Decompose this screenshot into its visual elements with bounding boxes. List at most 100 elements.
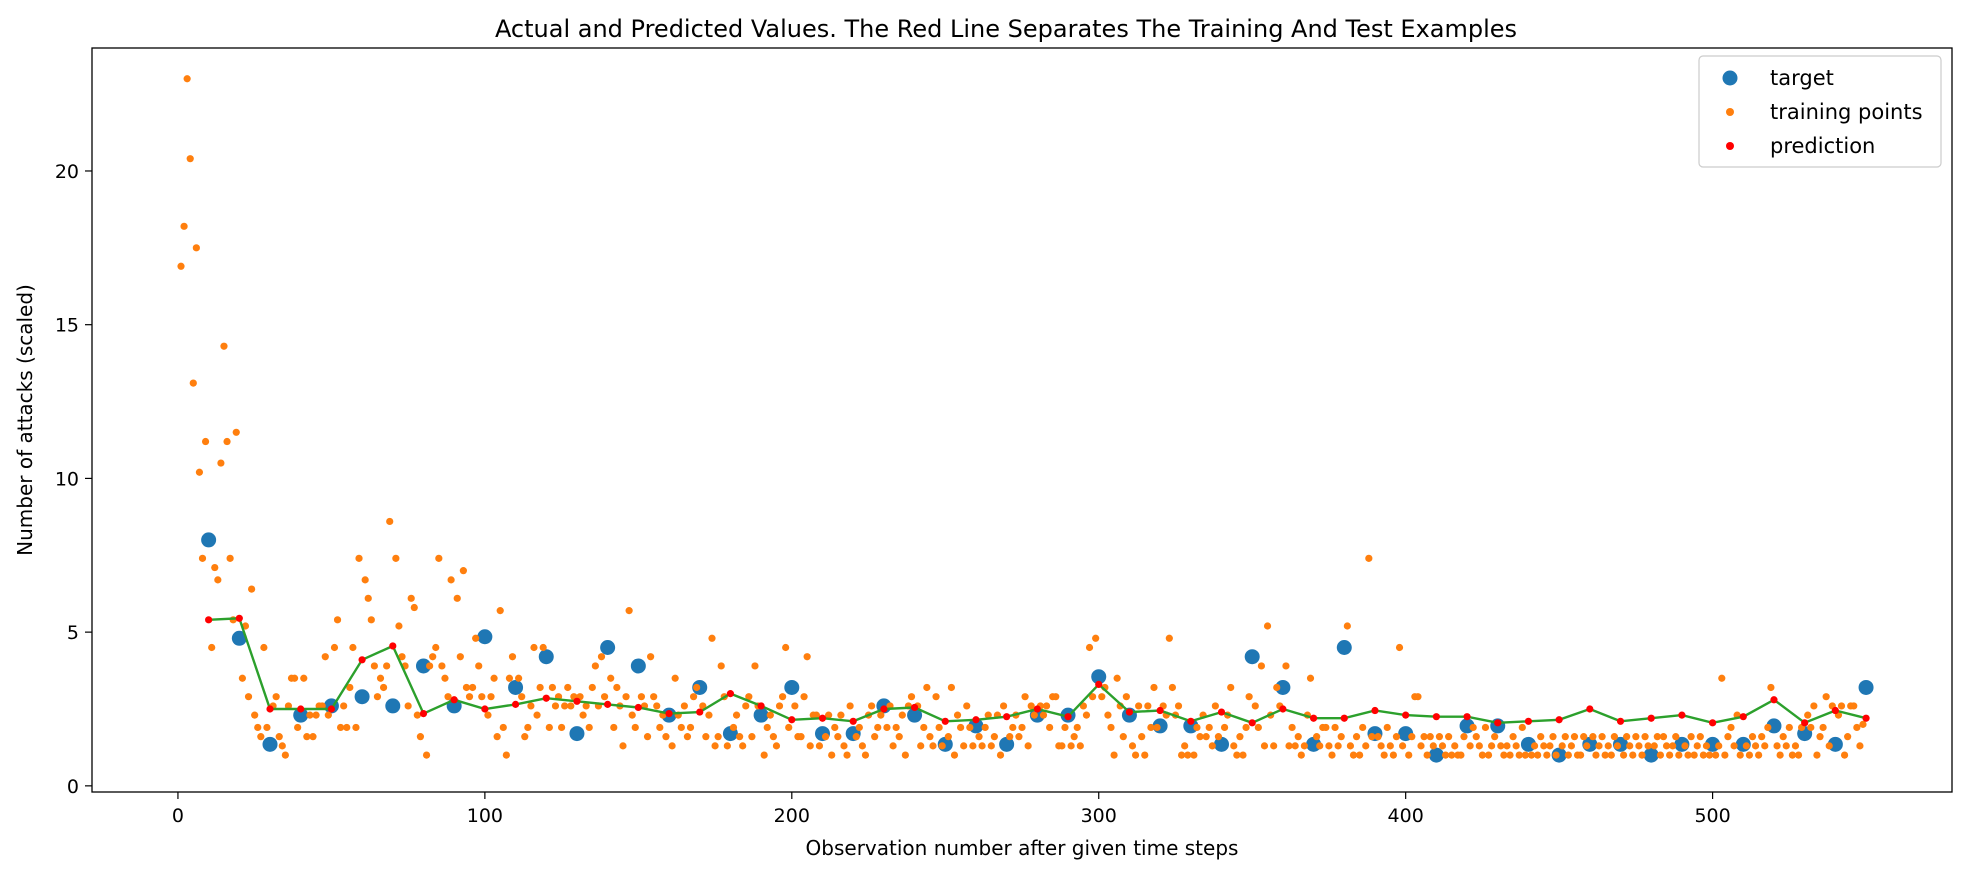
training-point: [1392, 733, 1401, 741]
training-point: [1721, 751, 1729, 759]
prediction-point: [511, 700, 520, 708]
chart-title: Actual and Predicted Values. The Red Lin…: [495, 15, 1517, 43]
training-point: [1604, 742, 1612, 750]
training-point: [585, 723, 593, 732]
training-point: [957, 723, 965, 732]
training-point: [775, 702, 784, 710]
training-point: [1030, 711, 1038, 719]
training-point: [1227, 683, 1235, 692]
training-point: [643, 733, 652, 741]
training-point: [1104, 711, 1112, 719]
training-point: [508, 653, 517, 661]
training-point: [1046, 723, 1054, 732]
target-point: [262, 736, 278, 752]
prediction-point: [1003, 713, 1011, 721]
training-point: [1141, 751, 1149, 759]
training-point: [1405, 751, 1413, 759]
training-point: [1527, 751, 1536, 759]
training-point: [653, 702, 661, 710]
target-point: [385, 698, 401, 714]
training-point: [1435, 733, 1444, 741]
training-point: [1214, 733, 1223, 741]
training-point: [871, 733, 879, 741]
training-point: [186, 155, 194, 163]
training-point: [251, 711, 259, 719]
training-point: [1558, 742, 1566, 750]
training-point: [920, 723, 928, 732]
prediction-point: [1463, 713, 1471, 721]
training-point: [1653, 733, 1661, 741]
prediction-point: [696, 708, 704, 716]
training-point: [208, 643, 216, 652]
training-point: [944, 733, 952, 741]
training-point: [429, 653, 437, 661]
prediction-point: [1586, 705, 1594, 713]
training-point: [468, 683, 477, 692]
training-point: [1138, 733, 1146, 741]
training-point: [1478, 751, 1486, 759]
training-point: [662, 733, 670, 741]
training-point: [1730, 742, 1738, 750]
training-point: [1712, 751, 1720, 759]
training-point: [1666, 751, 1674, 759]
prediction-point: [788, 716, 796, 724]
target-point: [415, 658, 431, 674]
training-point: [736, 733, 744, 741]
training-point: [373, 693, 382, 701]
training-point: [782, 643, 790, 652]
training-point: [1500, 751, 1508, 759]
training-point: [821, 733, 830, 741]
training-point: [484, 711, 492, 719]
training-point: [837, 711, 845, 719]
prediction-point: [1402, 711, 1410, 719]
training-point: [1718, 674, 1726, 682]
training-point: [1052, 693, 1060, 701]
training-point: [1202, 733, 1210, 741]
training-point: [1466, 742, 1474, 750]
training-point: [502, 751, 510, 759]
training-point: [1659, 733, 1668, 741]
training-point: [1383, 723, 1391, 732]
training-point: [861, 751, 870, 759]
training-point: [815, 742, 824, 750]
y-axis-label: Number of attacks (scaled): [13, 284, 37, 556]
training-point: [647, 653, 655, 661]
training-point: [376, 674, 385, 682]
axes: 0 100 200 300 400 500 0 5 10 15 20: [55, 161, 1731, 827]
training-point: [1346, 742, 1355, 750]
training-point: [668, 742, 676, 750]
training-point: [220, 342, 228, 350]
training-point: [975, 733, 983, 741]
training-point: [306, 711, 314, 719]
training-point: [1484, 751, 1493, 759]
training-point: [410, 603, 418, 612]
training-point: [751, 662, 759, 670]
training-point: [806, 742, 814, 750]
training-point: [656, 723, 664, 732]
training-point: [1460, 733, 1468, 741]
training-point: [686, 723, 695, 732]
training-point: [1537, 733, 1545, 741]
training-point: [714, 733, 722, 741]
prediction-point: [1033, 705, 1041, 713]
training-point: [364, 594, 372, 602]
prediction-point: [910, 703, 919, 712]
training-point: [1742, 742, 1750, 750]
training-point: [760, 751, 768, 759]
training-point: [1420, 733, 1428, 741]
training-point: [444, 693, 452, 701]
training-point: [1859, 720, 1867, 728]
training-point: [1018, 723, 1026, 732]
training-point: [1414, 693, 1422, 701]
training-point: [180, 222, 188, 230]
training-point: [1368, 733, 1376, 741]
training-point: [438, 662, 446, 670]
training-point: [1589, 733, 1597, 741]
training-point: [530, 643, 538, 652]
training-point: [1641, 733, 1649, 741]
x-tick-label: 400: [1388, 805, 1424, 827]
target-point: [1643, 747, 1659, 763]
training-point: [432, 643, 440, 652]
training-point: [745, 693, 753, 701]
